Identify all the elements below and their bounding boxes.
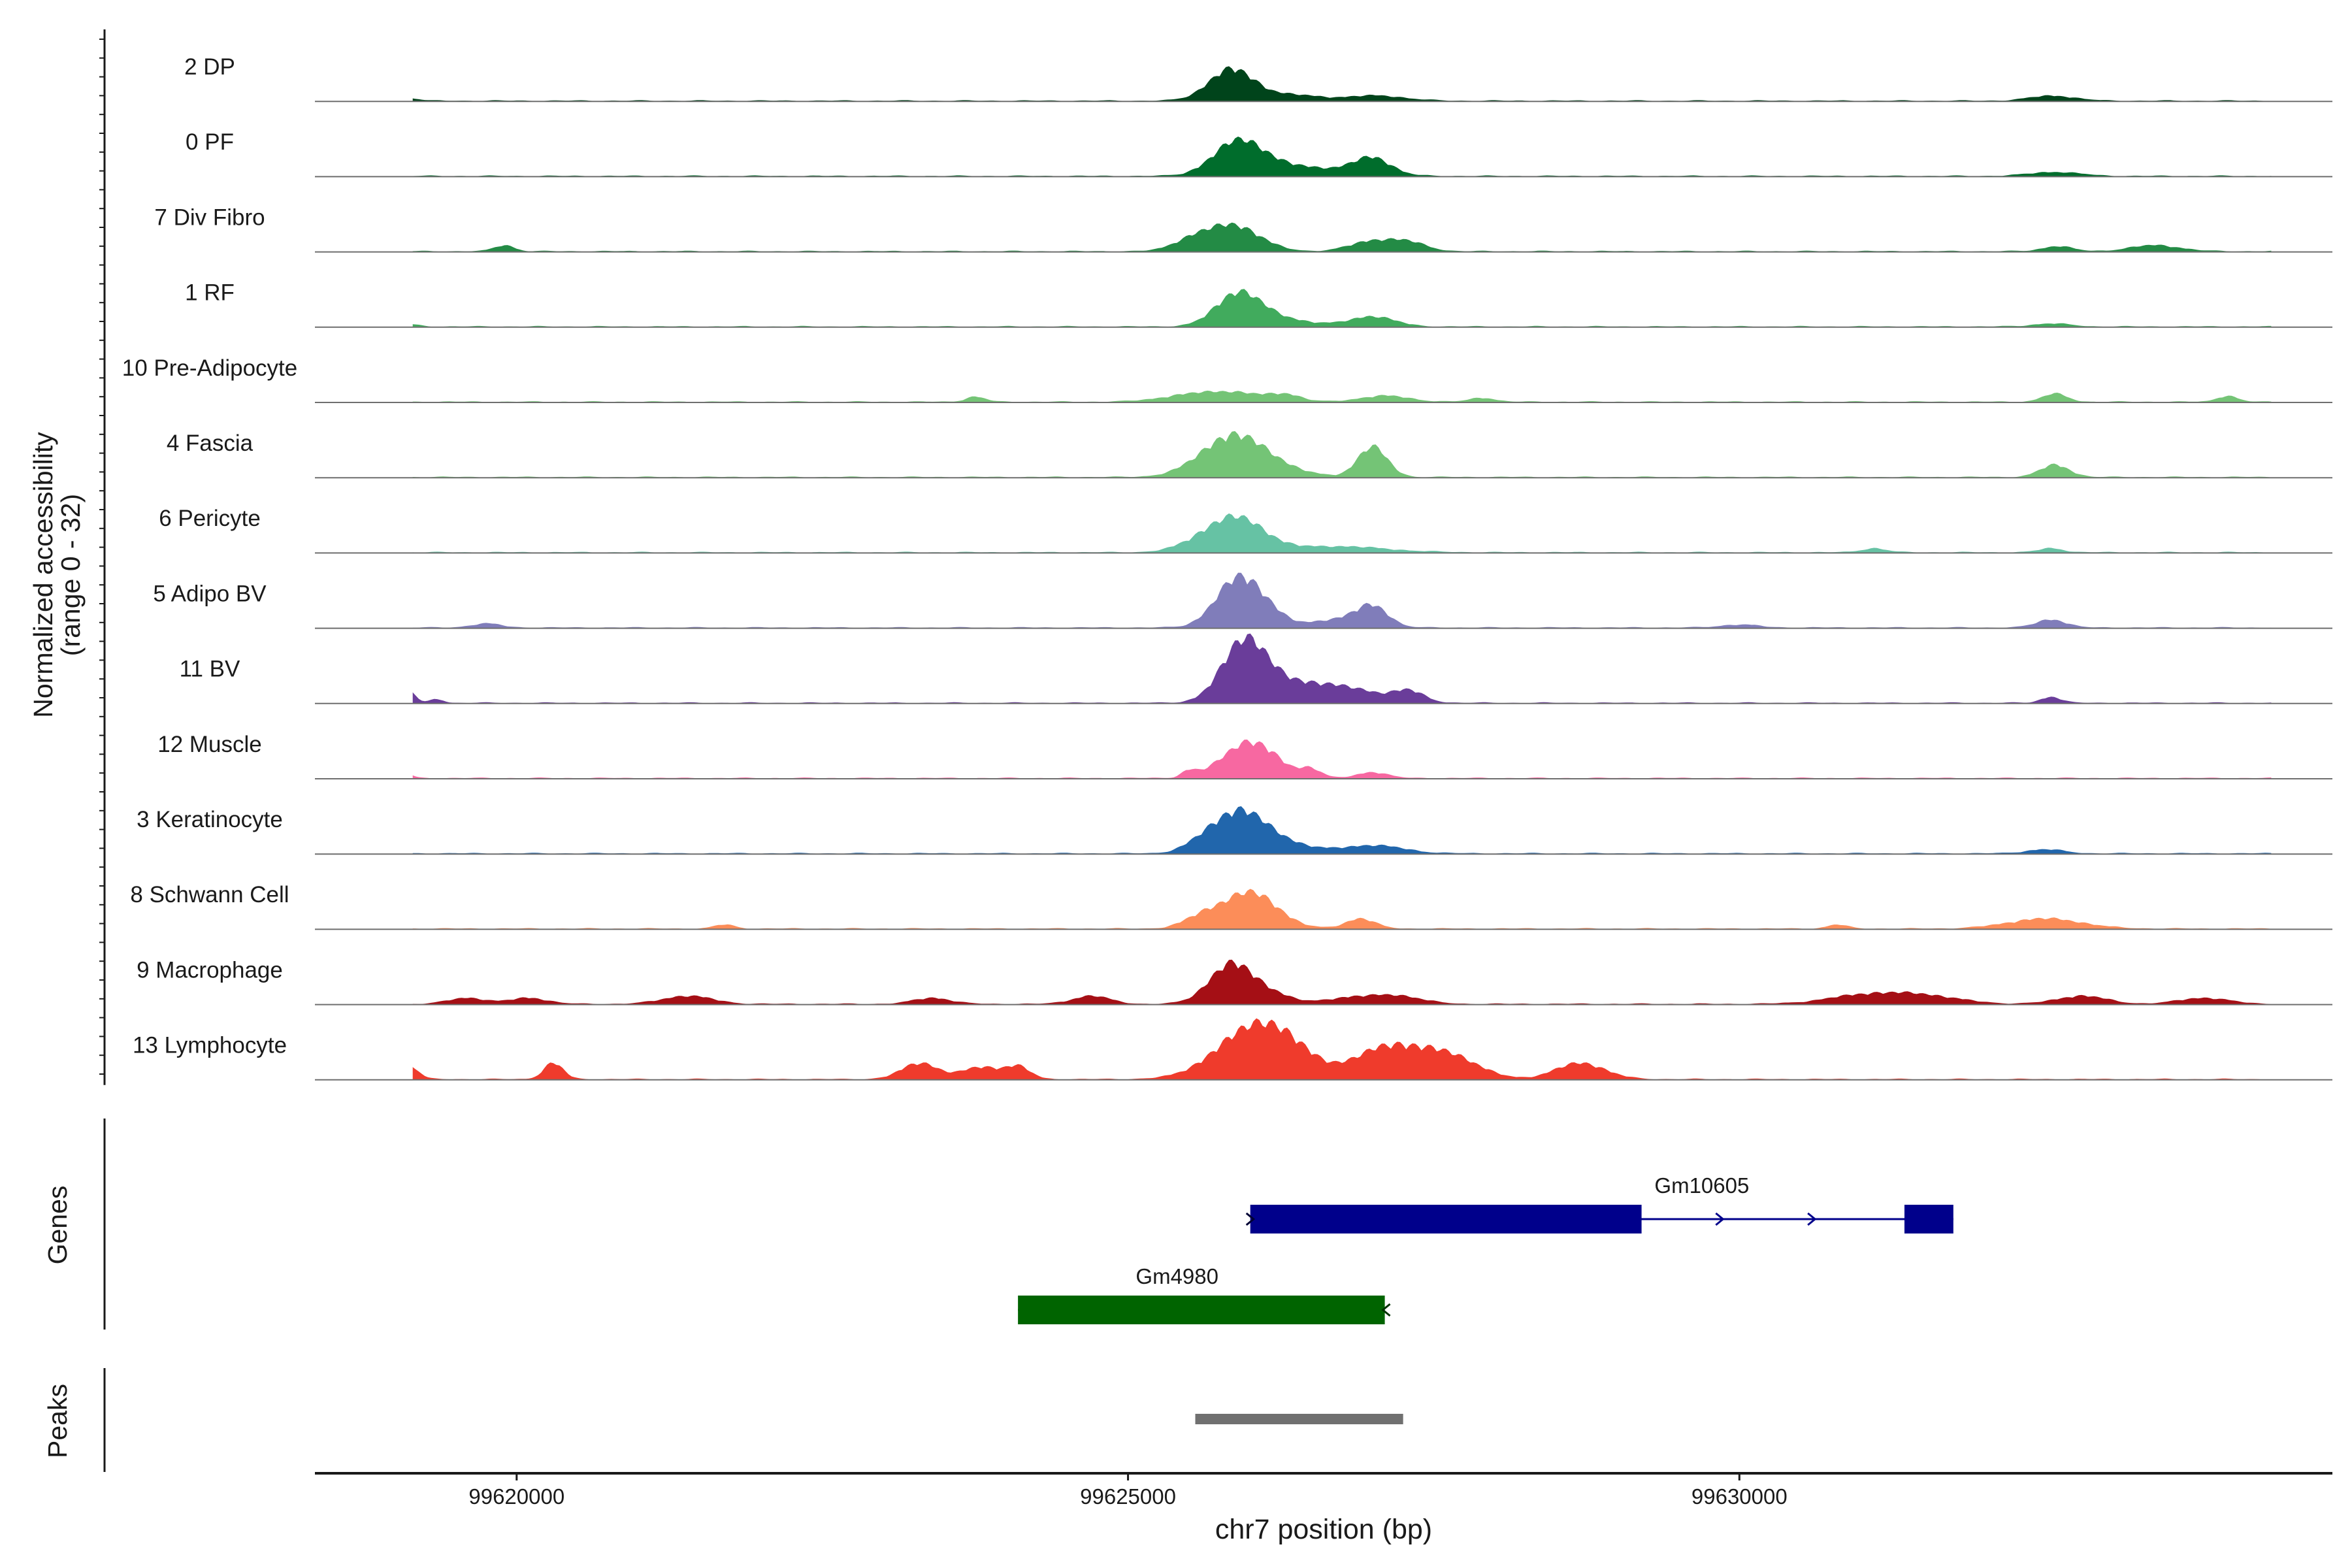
y-axis: Normalized accessibility (range 0 - 32) [28, 29, 106, 1085]
x-tick-label: 99625000 [1080, 1484, 1176, 1509]
peaks-panel: Peaks [42, 1368, 1403, 1472]
track-label: 8 Schwann Cell [130, 882, 289, 907]
x-axis-title: chr7 position (bp) [1215, 1514, 1432, 1545]
peaks-panel-label: Peaks [42, 1384, 73, 1458]
track-label: 11 BV [180, 657, 240, 682]
gene-name-label: Gm10605 [1654, 1173, 1749, 1198]
strand-arrow [1715, 1212, 1725, 1226]
strand-arrow [1807, 1212, 1817, 1226]
track-label: 9 Macrophage [137, 957, 283, 983]
tss-arrow [1381, 1303, 1391, 1317]
gene-exon [1018, 1296, 1385, 1324]
coverage-area [412, 137, 2272, 177]
gene-gm10605: Gm10605 [1245, 1173, 1953, 1233]
y-axis-title-line2: (range 0 - 32) [56, 494, 86, 656]
x-tick-label: 99630000 [1691, 1484, 1788, 1509]
gene-exon [1250, 1205, 1642, 1233]
peak-region [1195, 1414, 1403, 1424]
track-label: 2 DP [184, 54, 235, 80]
track-label: 10 Pre-Adipocyte [122, 355, 297, 381]
genes-panel-label: Genes [42, 1186, 73, 1265]
track-11: 8 Schwann Cell [130, 882, 2332, 930]
track-label: 3 Keratinocyte [137, 807, 283, 832]
track-7: 5 Adipo BV [153, 572, 2332, 629]
track-label: 13 Lymphocyte [133, 1033, 287, 1058]
track-13: 13 Lymphocyte [133, 1018, 2332, 1081]
track-0: 2 DP [184, 54, 2332, 103]
coverage-tracks-panel: 2 DP 0 PF 7 Div Fibro 1 RF 10 Pre-Adipocyte 4… [122, 54, 2332, 1081]
track-label: 0 PF [186, 129, 234, 155]
track-6: 6 Pericyte [159, 506, 2332, 554]
track-9: 12 Muscle [157, 732, 2332, 779]
x-tick-label: 99620000 [468, 1484, 564, 1509]
track-label: 4 Fascia [167, 431, 253, 456]
track-label: 1 RF [185, 280, 235, 306]
x-axis: 99620000 99625000 99630000 chr7 position (b… [315, 1472, 2332, 1545]
track-12: 9 Macrophage [137, 957, 2332, 1005]
track-4: 10 Pre-Adipocyte [122, 355, 2332, 403]
track-2: 7 Div Fibro [154, 204, 2332, 253]
track-label: 12 Muscle [157, 732, 262, 757]
track-label: 6 Pericyte [159, 506, 261, 531]
track-label: 5 Adipo BV [153, 581, 267, 606]
track-5: 4 Fascia [167, 431, 2332, 479]
track-label: 7 Div Fibro [154, 204, 265, 230]
gene-name-label: Gm4980 [1135, 1264, 1218, 1288]
genes-panel: Genes Gm10605 Gm4980 [42, 1119, 1953, 1330]
gene-exon [1904, 1205, 1953, 1233]
gene-gm4980: Gm4980 [1018, 1264, 1391, 1324]
coverage-area [412, 1018, 2272, 1080]
track-10: 3 Keratinocyte [137, 806, 2332, 855]
track-8: 11 BV [180, 633, 2332, 704]
tss-arrow [1245, 1212, 1256, 1226]
coverage-area [412, 633, 2272, 704]
track-3: 1 RF [185, 280, 2332, 328]
coverage-area [412, 959, 2272, 1005]
track-1: 0 PF [186, 129, 2332, 178]
coverage-area [412, 889, 2272, 930]
y-axis-title-line1: Normalized accessibility [28, 432, 58, 718]
